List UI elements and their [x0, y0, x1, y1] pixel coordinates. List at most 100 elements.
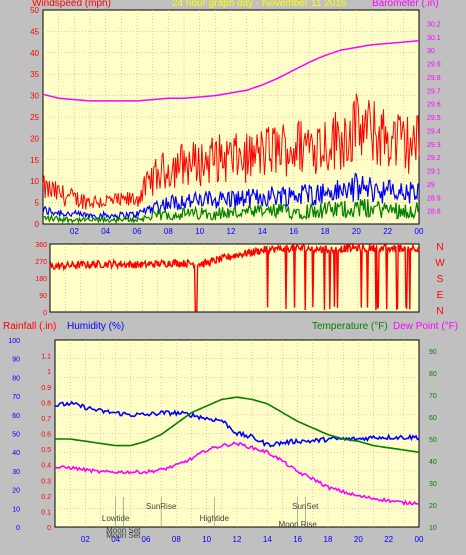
wind-y-tick: 30	[30, 92, 39, 101]
rain-y-tick: 0.8	[41, 400, 51, 407]
humidity-y-tick: 60	[12, 413, 20, 420]
wind-y-tick: 50	[30, 6, 39, 15]
event-label: Lowtide	[102, 514, 130, 523]
humidity-y-tick: 50	[12, 432, 20, 439]
rain-y-tick: 1.1	[41, 354, 51, 361]
humidity-y-tick: 10	[12, 506, 20, 513]
dewpoint-label: Dew Point (°F)	[393, 321, 459, 332]
temp-y-tick: 90	[429, 349, 437, 356]
wind-x-tick: 16	[289, 227, 298, 236]
baro-y-tick: 29.7	[427, 88, 441, 95]
baro-y-tick: 29.8	[427, 75, 441, 82]
climate-x-tick: 04	[111, 535, 120, 544]
wind-x-tick: 00	[415, 227, 424, 236]
rain-y-tick: 0.9	[41, 385, 51, 392]
baro-y-tick: 29.4	[427, 128, 441, 135]
humidity-y-tick: 100	[8, 338, 20, 345]
climate-x-tick: 14	[263, 535, 272, 544]
direction-y-tick: 90	[39, 293, 47, 300]
compass-label-w: W	[435, 258, 445, 269]
baro-y-tick: 29.5	[427, 115, 441, 122]
wind-y-tick: 20	[30, 134, 39, 143]
climate-x-tick: 02	[81, 535, 90, 544]
direction-line	[49, 242, 420, 312]
temp-y-tick: 50	[429, 437, 437, 444]
wind-x-tick: 04	[101, 227, 110, 236]
wind-x-tick: 10	[195, 227, 204, 236]
wind-average-line	[42, 172, 420, 221]
baro-y-tick: 29.9	[427, 62, 441, 69]
climate-x-tick: 20	[354, 535, 363, 544]
event-label: Moon Rise	[279, 520, 318, 529]
wind-x-tick: 08	[164, 227, 173, 236]
temp-y-tick: 60	[429, 415, 437, 422]
wind-x-tick: 14	[258, 227, 267, 236]
event-label: SunSet	[292, 502, 319, 511]
climate-x-tick: 22	[384, 535, 393, 544]
compass-label-n: N	[436, 242, 443, 253]
baro-y-tick: 30	[427, 48, 435, 55]
humidity-y-tick: 30	[12, 469, 20, 476]
wind-x-tick: 06	[133, 227, 142, 236]
barometer-line	[42, 40, 420, 102]
wind-y-tick: 10	[30, 177, 39, 186]
baro-y-tick: 30.2	[427, 21, 441, 28]
climate-x-tick: 00	[415, 535, 424, 544]
baro-y-tick: 29.1	[427, 169, 441, 176]
climate-x-tick: 06	[142, 535, 151, 544]
rain-y-tick: 0.6	[41, 432, 51, 439]
temp-y-tick: 10	[429, 525, 437, 532]
event-label: Moon Set	[106, 526, 141, 535]
wind-y-tick: 40	[30, 49, 39, 58]
direction-y-tick: 360	[35, 242, 47, 249]
wind-y-tick: 0	[35, 220, 40, 229]
temp-y-tick: 40	[429, 459, 437, 466]
wind-y-tick: 5	[35, 199, 40, 208]
event-label: Hightide	[200, 514, 230, 523]
humidity-y-tick: 90	[12, 357, 20, 364]
wind-y-tick: 45	[30, 27, 39, 36]
humidity-y-tick: 70	[12, 394, 20, 401]
graph-day-title: 24 hour graph day - November 11 2016	[172, 0, 347, 9]
rain-y-tick: 0.4	[41, 463, 51, 470]
windspeed-title: Windspeed (mph)	[32, 0, 111, 9]
wind-y-tick: 15	[30, 156, 39, 165]
compass-label-s: S	[437, 274, 444, 285]
humidity-y-tick: 80	[12, 375, 20, 382]
climate-x-tick: 12	[233, 535, 242, 544]
climate-x-tick: 18	[324, 535, 333, 544]
direction-y-tick: 0	[43, 310, 47, 317]
wind-low-line	[42, 198, 420, 225]
baro-y-tick: 29.3	[427, 142, 441, 149]
humidity-y-tick: 20	[12, 488, 20, 495]
baro-y-tick: 28.9	[427, 195, 441, 202]
rain-y-tick: 0.7	[41, 416, 51, 423]
wind-gust-line	[42, 93, 420, 210]
dewpoint-line	[54, 441, 420, 506]
temp-y-tick: 70	[429, 393, 437, 400]
temperature-line	[55, 396, 420, 453]
rain-y-tick: 0.1	[41, 509, 51, 516]
temp-y-tick: 80	[429, 371, 437, 378]
compass-label-n: N	[436, 306, 443, 317]
rain-y-tick: 0	[47, 525, 51, 532]
wind-x-tick: 12	[227, 227, 236, 236]
direction-y-tick: 270	[35, 259, 47, 266]
barometer-title: Barometer (.in)	[372, 0, 439, 9]
direction-y-tick: 180	[35, 276, 47, 283]
rain-y-tick: 0.3	[41, 478, 51, 485]
humidity-y-tick: 40	[12, 450, 20, 457]
rain-y-tick: 0.5	[41, 447, 51, 454]
wind-x-tick: 02	[70, 227, 79, 236]
humidity-y-tick: 0	[16, 525, 20, 532]
baro-y-tick: 29	[427, 182, 435, 189]
wind-y-tick: 35	[30, 70, 39, 79]
climate-x-tick: 10	[202, 535, 211, 544]
humidity-label: Humidity (%)	[67, 321, 125, 332]
wind-x-tick: 20	[352, 227, 361, 236]
temperature-label: Temperature (°F)	[312, 321, 388, 332]
wind-x-tick: 18	[321, 227, 330, 236]
baro-y-tick: 30.1	[427, 35, 441, 42]
